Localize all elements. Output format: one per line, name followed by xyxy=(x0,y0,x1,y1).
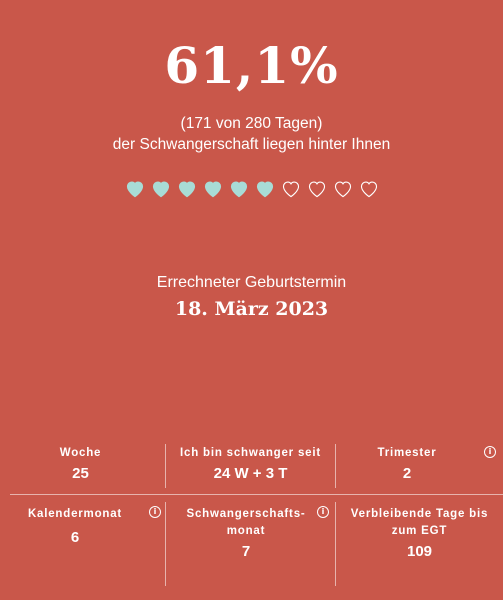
heart-outline-icon xyxy=(334,181,351,198)
days-count-text: (171 von 280 Tagen) xyxy=(180,115,323,132)
stat-pregnancy-month: Schwangerschafts- monat 7 xyxy=(166,506,326,562)
heart-filled-icon xyxy=(230,181,247,198)
stat-remaining-days: Verbleibende Tage bis zum EGT 109 xyxy=(336,506,503,562)
heart-filled-icon xyxy=(256,181,273,198)
stat-week: Woche 25 xyxy=(10,445,151,484)
stat-value: 25 xyxy=(72,465,89,482)
stat-label: Schwangerschafts- xyxy=(186,508,306,520)
stat-label: Ich bin schwanger seit xyxy=(180,447,321,459)
heart-filled-icon xyxy=(152,181,169,198)
progress-subtitle: der Schwangerschaft liegen hinter Ihnen xyxy=(112,136,391,153)
stat-label: Verbleibende Tage bis xyxy=(350,508,489,520)
heart-outline-icon xyxy=(360,181,377,198)
stat-pregnant-since: Ich bin schwanger seit 24 W + 3 T xyxy=(166,445,335,484)
grid-divider-horizontal xyxy=(10,494,503,495)
heart-filled-icon xyxy=(126,181,143,198)
stat-value: 6 xyxy=(70,529,80,546)
stats-grid: Woche 25 Ich bin schwanger seit 24 W + 3… xyxy=(10,440,503,590)
info-icon[interactable]: i xyxy=(484,446,496,458)
grid-divider-vertical xyxy=(165,502,166,586)
heart-filled-icon xyxy=(178,181,195,198)
stat-value: 24 W + 3 T xyxy=(213,465,288,482)
stat-value: 2 xyxy=(402,465,412,482)
stat-label: Woche xyxy=(59,447,102,459)
heart-filled-icon xyxy=(204,181,221,198)
stat-trimester: Trimester 2 xyxy=(336,445,478,484)
stat-calendar-month: Kalendermonat 6 xyxy=(10,506,140,548)
grid-divider-vertical xyxy=(165,444,166,488)
stat-value: 7 xyxy=(241,543,251,560)
info-icon[interactable]: i xyxy=(149,506,161,518)
due-date-label: Errechneter Geburtstermin xyxy=(156,274,347,291)
grid-divider-vertical xyxy=(335,502,336,586)
info-icon[interactable]: i xyxy=(317,506,329,518)
heart-outline-icon xyxy=(282,181,299,198)
stat-label: zum EGT xyxy=(391,525,448,537)
stat-label: Trimester xyxy=(377,447,437,459)
grid-divider-vertical xyxy=(335,444,336,488)
progress-percent: 61,1% xyxy=(164,36,339,95)
heart-outline-icon xyxy=(308,181,325,198)
due-date-value: 18. März 2023 xyxy=(174,298,329,320)
stat-value: 109 xyxy=(406,543,433,560)
stat-label: monat xyxy=(226,525,266,537)
stat-label: Kalendermonat xyxy=(27,508,123,520)
hearts-progress xyxy=(0,180,503,199)
